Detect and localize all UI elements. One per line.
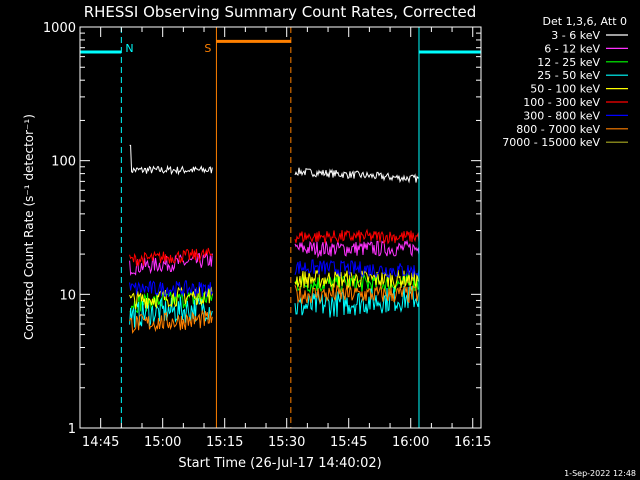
- legend-label: 6 - 12 keV: [544, 42, 600, 55]
- legend-label: 3 - 6 keV: [551, 29, 600, 42]
- series-trace: [129, 280, 213, 297]
- x-tick-label: 14:45: [82, 435, 119, 450]
- y-axis: 1 10 100 1000: [43, 21, 481, 437]
- x-tick-label: 15:15: [206, 435, 243, 450]
- series-trace: [294, 228, 420, 245]
- chart-title: RHESSI Observing Summary Count Rates, Co…: [84, 3, 477, 21]
- series-trace: [129, 309, 213, 334]
- legend-label: 50 - 100 keV: [530, 83, 600, 96]
- series-trace: [294, 269, 420, 290]
- legend-label: 25 - 50 keV: [537, 69, 600, 82]
- series-trace: [294, 285, 420, 318]
- x-axis-label: Start Time (26-Jul-17 14:40:02): [178, 456, 381, 471]
- series-trace: [294, 239, 420, 259]
- series-trace: [129, 251, 213, 277]
- y-tick-label: 1: [68, 422, 76, 437]
- y-tick-label: 10: [59, 288, 76, 303]
- flag-label: N: [125, 42, 133, 55]
- flag-label: S: [204, 42, 211, 55]
- legend-label: 800 - 7000 keV: [516, 123, 600, 136]
- footer-date: 1-Sep-2022 12:48: [564, 469, 636, 478]
- plot-frame: [79, 26, 482, 429]
- x-tick-label: 16:15: [454, 435, 491, 450]
- series-trace: [129, 144, 213, 176]
- x-tick-label: 15:00: [144, 435, 181, 450]
- x-axis: 14:45 15:00 15:15 15:30 15:45 16:00 16:15: [79, 27, 491, 450]
- series-trace: [294, 167, 420, 184]
- x-tick-label: 15:45: [330, 435, 367, 450]
- legend-header: Det 1,3,6, Att 0: [543, 15, 627, 28]
- legend-label: 12 - 25 keV: [537, 56, 600, 69]
- y-axis-label: Corrected Count Rate (s⁻¹ detector⁻¹): [22, 114, 36, 340]
- legend-label: 300 - 800 keV: [523, 109, 600, 122]
- x-tick-label: 16:00: [392, 435, 429, 450]
- x-tick-label: 15:30: [268, 435, 305, 450]
- series-trace: [294, 284, 420, 304]
- legend-label: 100 - 300 keV: [523, 96, 600, 109]
- y-tick-label: 1000: [43, 21, 76, 36]
- series-trace: [294, 259, 420, 279]
- y-tick-label: 100: [51, 155, 76, 170]
- series-trace: [129, 247, 213, 267]
- legend-label: 7000 - 15000 keV: [502, 136, 600, 149]
- data-traces: [129, 144, 420, 334]
